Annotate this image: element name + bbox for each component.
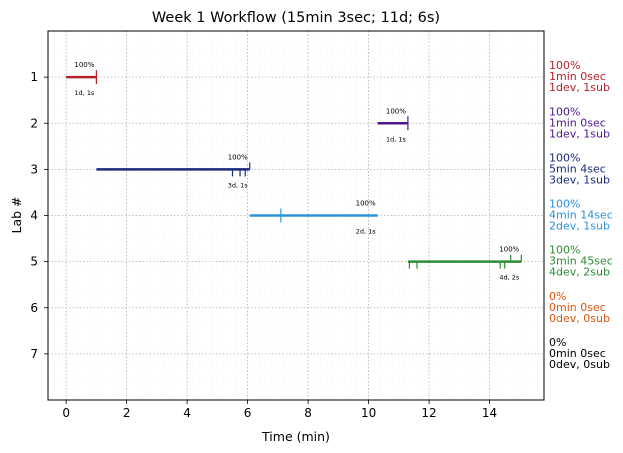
side-time: 0min 0sec — [549, 347, 606, 360]
side-time: 0min 0sec — [549, 301, 606, 314]
x-tick-label: 12 — [421, 406, 436, 420]
x-tick-label: 14 — [482, 406, 497, 420]
x-tick-label: 4 — [183, 406, 191, 420]
side-time: 1min 0sec — [549, 116, 606, 129]
bar-count-label: 3d, 1s — [228, 181, 249, 189]
bar-count-label: 2d, 1s — [356, 228, 377, 236]
bar-percent-label: 100% — [386, 107, 406, 115]
y-tick-label: 5 — [30, 255, 38, 269]
bar-percent-label: 100% — [228, 153, 248, 161]
side-counts: 3dev, 1sub — [549, 173, 610, 186]
side-percent: 100% — [549, 151, 580, 164]
chart-marks: 100% 1d, 1s 100% 1d, 1s 100% 3d, 1s 100% 2d, 1s… — [66, 61, 522, 282]
y-tick-label: 1 — [30, 70, 38, 84]
bar-percent-label: 100% — [74, 61, 94, 69]
side-time: 3min 45sec — [549, 255, 613, 268]
y-tick-label: 4 — [30, 209, 38, 223]
x-tick-label: 8 — [304, 406, 312, 420]
x-tick-label: 0 — [62, 406, 70, 420]
bar-count-label: 4d, 2s — [499, 274, 520, 282]
bar-count-label: 1d, 1s — [74, 89, 95, 97]
y-tick-label: 6 — [30, 301, 38, 315]
bar-percent-label: 100% — [356, 200, 376, 208]
side-time: 1min 0sec — [549, 70, 606, 83]
side-percent: 100% — [549, 59, 580, 72]
x-tick-label: 10 — [361, 406, 376, 420]
side-time: 5min 4sec — [549, 162, 606, 175]
side-percent: 100% — [549, 105, 580, 118]
side-time: 4min 14sec — [549, 209, 613, 222]
side-counts: 1dev, 1sub — [549, 81, 610, 94]
side-percent: 100% — [549, 244, 580, 257]
x-axis-label: Time (min) — [261, 429, 330, 444]
side-percent: 0% — [549, 290, 566, 303]
side-counts: 0dev, 0sub — [549, 312, 610, 325]
side-counts: 0dev, 0sub — [549, 358, 610, 371]
y-tick-label: 7 — [30, 347, 38, 361]
y-axis-label: Lab # — [9, 196, 24, 233]
side-counts: 1dev, 1sub — [549, 127, 610, 140]
x-tick-label: 6 — [244, 406, 252, 420]
side-counts: 2dev, 1sub — [549, 220, 610, 233]
side-counts: 4dev, 2sub — [549, 266, 610, 279]
side-percent: 0% — [549, 336, 566, 349]
bar-percent-label: 100% — [499, 246, 519, 254]
bar-count-label: 1d, 1s — [386, 135, 407, 143]
chart-title: Week 1 Workflow (15min 3sec; 11d; 6s) — [152, 10, 440, 26]
side-percent: 100% — [549, 198, 580, 211]
y-tick-label: 3 — [30, 162, 38, 176]
y-tick-label: 2 — [30, 116, 38, 130]
x-tick-label: 2 — [123, 406, 131, 420]
